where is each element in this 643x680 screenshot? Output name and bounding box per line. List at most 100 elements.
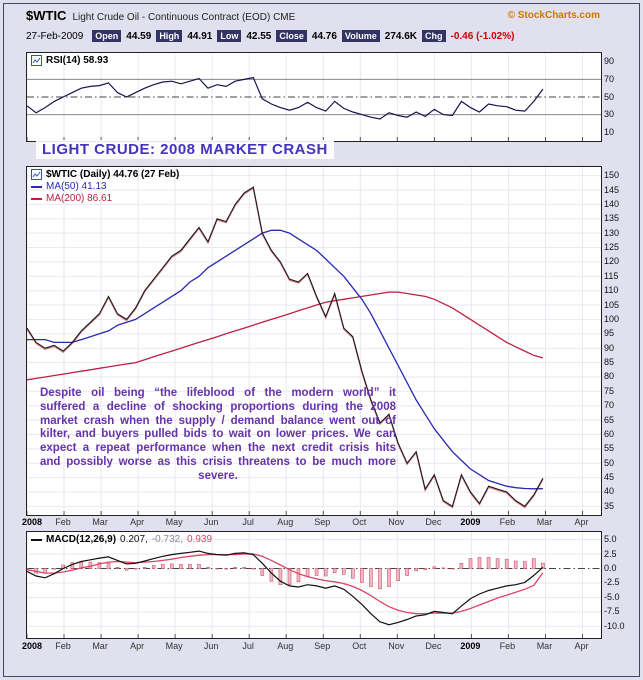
y-axis-label: 50 bbox=[604, 457, 615, 468]
rsi-panel bbox=[26, 52, 602, 142]
y-axis-label: 115 bbox=[604, 270, 619, 281]
rsi-legend-label: RSI(14) 58.93 bbox=[46, 55, 109, 66]
x-axis-label: 2008 bbox=[22, 641, 43, 651]
macd-value: 0.207, bbox=[120, 534, 148, 545]
copyright-text: © StockCharts.com bbox=[507, 10, 600, 21]
x-axis-label: Nov bbox=[388, 517, 405, 527]
x-axis-label: Mar bbox=[536, 517, 553, 527]
ma50-legend-label: MA(50) 41.13 bbox=[46, 181, 107, 192]
x-axis-label: Feb bbox=[499, 641, 516, 651]
y-axis-label: 85 bbox=[604, 357, 615, 368]
quote-value-chg: -0.46 (-1.02%) bbox=[450, 30, 515, 42]
ticker-description: Light Crude Oil - Continuous Contract (E… bbox=[72, 12, 296, 23]
x-axis-label: Nov bbox=[388, 641, 405, 651]
y-axis-label: 105 bbox=[604, 299, 620, 310]
x-axis-label: Jul bbox=[242, 641, 254, 651]
x-axis-label: May bbox=[165, 517, 183, 527]
y-axis-label: 130 bbox=[604, 227, 620, 238]
x-axis-label: Oct bbox=[352, 641, 367, 651]
macd-legend-label: MACD(12,26,9) bbox=[46, 534, 117, 545]
y-axis-label: -10.0 bbox=[604, 620, 625, 631]
x-axis-label: Apr bbox=[574, 517, 589, 527]
y-axis-label: 90 bbox=[604, 342, 615, 353]
quote-value-low: 42.55 bbox=[246, 30, 272, 42]
quote-value-high: 44.91 bbox=[187, 30, 213, 42]
x-axis-label: Mar bbox=[92, 517, 108, 527]
quote-label-low: Low bbox=[217, 30, 242, 42]
y-axis-label: 75 bbox=[604, 385, 615, 396]
y-axis-label: 45 bbox=[604, 472, 615, 483]
ma200-line-swatch bbox=[31, 197, 42, 200]
ma200-legend: MA(200) 86.61 bbox=[31, 193, 112, 204]
macd-panel bbox=[25, 531, 602, 639]
x-axis-label: Apr bbox=[130, 641, 145, 651]
quote-value-volume: 274.6K bbox=[384, 30, 418, 42]
y-axis-label: 70 bbox=[604, 73, 615, 84]
y-axis-label: 150 bbox=[604, 170, 620, 181]
ma50-legend: MA(50) 41.13 bbox=[31, 181, 107, 192]
y-axis-label: 10 bbox=[604, 126, 615, 137]
macd-histogram-value: 0.939 bbox=[186, 534, 213, 545]
quote-items: Open 44.59 High 44.91 Low 42.55 Close 44.76 Volu… bbox=[92, 30, 514, 42]
y-axis-label: 140 bbox=[604, 198, 620, 209]
y-axis-label: -5.0 bbox=[604, 591, 620, 602]
y-axis-label: 55 bbox=[604, 443, 615, 454]
y-axis-label: -2.5 bbox=[604, 577, 620, 588]
x-axis-label: Mar bbox=[92, 641, 108, 651]
macd-legend: MACD(12,26,9) 0.207, -0.732, 0.939 bbox=[31, 534, 212, 545]
quote-label-open: Open bbox=[92, 30, 122, 42]
y-axis-label: 90 bbox=[604, 56, 615, 67]
chart-title: LIGHT CRUDE: 2008 MARKET CRASH bbox=[36, 140, 334, 159]
ma200-legend-label: MA(200) 86.61 bbox=[46, 193, 113, 204]
y-axis-label: 40 bbox=[604, 486, 615, 497]
y-axis-label: 145 bbox=[604, 184, 620, 195]
y-axis-label: 2.5 bbox=[604, 548, 617, 559]
macd-signal-value: -0.732, bbox=[151, 534, 183, 545]
quote-row: 27-Feb-2009 Open 44.59 High 44.91 Low 42.55 Cl… bbox=[26, 30, 514, 42]
quote-label-close: Close bbox=[276, 30, 307, 42]
y-axis-label: 0.0 bbox=[604, 562, 617, 573]
x-axis-label: Sep bbox=[314, 517, 331, 527]
x-axis-label: Mar bbox=[536, 641, 553, 651]
mini-chart-icon bbox=[31, 169, 42, 180]
y-axis-label: 70 bbox=[604, 400, 615, 411]
x-axis-label: May bbox=[165, 641, 183, 651]
y-axis-label: 120 bbox=[604, 256, 620, 267]
rsi-legend: RSI(14) 58.93 bbox=[31, 55, 108, 66]
y-axis-label: 65 bbox=[604, 414, 615, 425]
x-axis-label: Dec bbox=[425, 517, 442, 527]
y-axis-label: 100 bbox=[604, 313, 620, 324]
quote-date: 27-Feb-2009 bbox=[26, 30, 84, 42]
y-axis-label: 110 bbox=[604, 285, 619, 296]
x-axis-label: Aug bbox=[277, 641, 294, 651]
x-axis-label: Jun bbox=[203, 517, 219, 527]
quote-value-close: 44.76 bbox=[311, 30, 337, 42]
x-axis-label: Dec bbox=[425, 641, 442, 651]
y-axis-label: 5.0 bbox=[604, 534, 617, 545]
x-axis-label: Aug bbox=[277, 517, 294, 527]
y-axis-label: 125 bbox=[604, 242, 620, 253]
x-axis-label: 2009 bbox=[460, 517, 481, 527]
x-axis-label: Oct bbox=[352, 517, 367, 527]
y-axis-label: 35 bbox=[604, 500, 615, 511]
x-axis-label: Apr bbox=[574, 641, 589, 651]
x-axis-label: Feb bbox=[55, 517, 71, 527]
x-axis-label: Sep bbox=[314, 641, 331, 651]
y-axis-label: 95 bbox=[604, 328, 615, 339]
quote-label-volume: Volume bbox=[341, 30, 380, 42]
ma50-line-swatch bbox=[31, 185, 42, 188]
y-axis-label: 60 bbox=[604, 428, 615, 439]
price-legend-label: $WTIC (Daily) 44.76 (27 Feb) bbox=[46, 169, 180, 180]
analyst-annotation: Despite oil being “the lifeblood of the … bbox=[40, 387, 396, 482]
quote-value-open: 44.59 bbox=[126, 30, 152, 42]
quote-label-chg: Chg bbox=[422, 30, 446, 42]
price-legend: $WTIC (Daily) 44.76 (27 Feb) bbox=[31, 169, 179, 180]
quote-label-high: High bbox=[156, 30, 183, 42]
macd-line-swatch bbox=[31, 538, 42, 541]
mini-chart-icon bbox=[31, 55, 42, 66]
x-axis-label: 2008 bbox=[22, 517, 43, 527]
ticker-symbol: $WTIC bbox=[26, 8, 67, 23]
x-axis-label: Feb bbox=[55, 641, 71, 651]
x-axis-label: Jun bbox=[203, 641, 219, 651]
